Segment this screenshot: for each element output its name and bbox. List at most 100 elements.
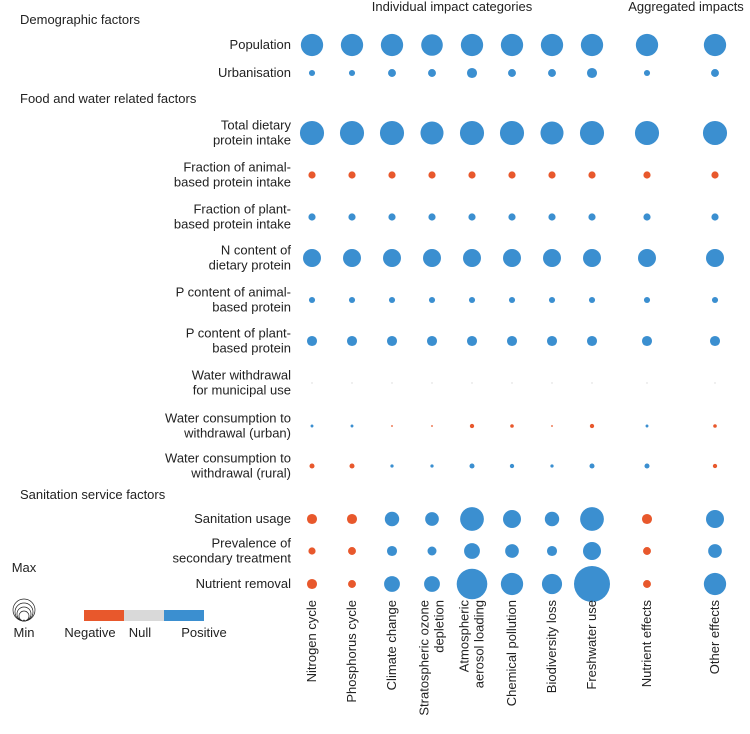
bubble-negative	[589, 423, 595, 429]
bubble-negative	[428, 171, 436, 179]
row-label: P content of animal-	[176, 285, 291, 300]
bubble-negative	[711, 171, 719, 179]
bubble-positive	[579, 120, 605, 146]
bubble-positive	[386, 545, 398, 557]
bubble-positive	[300, 33, 324, 57]
color-legend-swatch	[164, 610, 204, 621]
bubble-positive	[421, 34, 443, 56]
bubble-negative	[309, 463, 315, 469]
size-legend-max: Max	[12, 560, 37, 575]
bubble-negative	[712, 463, 718, 469]
bubble-positive	[423, 249, 441, 267]
column-label: Phosphorus cycle	[344, 600, 359, 703]
bubble-negative	[643, 547, 651, 555]
bubble-positive	[464, 543, 480, 559]
bubble-positive	[425, 512, 439, 526]
row-label: Sanitation usage	[194, 511, 291, 526]
bubble-positive	[508, 69, 516, 77]
bubble-positive	[428, 69, 436, 77]
row-label: dietary protein	[209, 258, 291, 273]
bubble-positive	[348, 213, 356, 221]
bubble-positive	[379, 120, 405, 146]
bubble-positive	[500, 572, 524, 596]
bubble-negative	[508, 171, 516, 179]
bubble-positive	[643, 69, 651, 77]
size-legend-circle	[12, 598, 36, 622]
bubble-negative	[308, 547, 316, 555]
bubble-positive	[299, 120, 325, 146]
bubble-positive	[340, 33, 364, 57]
bubble-positive	[548, 213, 556, 221]
bubble-positive	[643, 213, 651, 221]
bubble-positive	[308, 213, 316, 221]
bubble-null	[551, 382, 553, 384]
bubble-positive	[546, 545, 558, 557]
bubble-positive	[303, 249, 321, 267]
bubble-positive	[390, 464, 394, 468]
bubble-positive	[420, 121, 444, 145]
bubble-positive	[388, 296, 396, 304]
bubble-positive	[384, 511, 400, 527]
bubble-null	[511, 382, 513, 384]
bubble-positive	[508, 213, 516, 221]
bubble-positive	[380, 33, 404, 57]
bubble-positive	[583, 249, 601, 267]
column-label: aerosol loading	[472, 600, 487, 688]
bubble-positive	[346, 335, 358, 347]
bubble-null	[351, 382, 353, 384]
row-label: Fraction of animal-	[183, 160, 291, 175]
bubble-positive	[469, 463, 475, 469]
bubble-positive	[550, 464, 554, 468]
bubble-positive	[308, 69, 316, 77]
bubble-positive	[468, 213, 476, 221]
bubble-negative	[348, 171, 356, 179]
color-legend-label: Negative	[64, 625, 115, 640]
bubble-positive	[384, 576, 400, 592]
column-label: Biodiversity loss	[544, 600, 559, 694]
bubble-positive	[540, 121, 564, 145]
bubble-negative	[388, 171, 396, 179]
row-label: Water consumption to	[165, 411, 291, 426]
bubble-positive	[546, 335, 558, 347]
size-legend-circle	[23, 619, 25, 622]
bubble-positive	[508, 296, 516, 304]
bubble-null	[391, 382, 393, 384]
bubble-negative	[391, 425, 393, 427]
bubble-positive	[548, 296, 556, 304]
bubble-positive	[348, 69, 356, 77]
bubble-positive	[306, 335, 318, 347]
bubble-negative	[469, 423, 475, 429]
bubble-null	[646, 382, 648, 384]
bubble-positive	[544, 511, 560, 527]
bubble-negative	[306, 513, 318, 525]
bubble-negative	[551, 425, 553, 427]
bubble-negative	[306, 578, 318, 590]
bubble-positive	[426, 335, 438, 347]
bubble-negative	[468, 171, 476, 179]
bubble-positive	[509, 463, 515, 469]
section-header: Sanitation service factors	[20, 487, 166, 502]
bubble-positive	[634, 120, 660, 146]
bubble-negative	[643, 171, 651, 179]
column-label: Freshwater use	[584, 600, 599, 690]
bubble-positive	[506, 335, 518, 347]
bubble-positive	[310, 424, 314, 428]
bubble-positive	[702, 120, 728, 146]
row-label: Nutrient removal	[196, 576, 291, 591]
bubble-positive	[460, 33, 484, 57]
row-label: Prevalence of	[212, 536, 292, 551]
bubble-positive	[635, 33, 659, 57]
bubble-positive	[580, 33, 604, 57]
bubble-positive	[588, 296, 596, 304]
size-legend-circle	[18, 610, 30, 622]
group-header-aggregated: Aggregated impacts	[628, 0, 744, 14]
bubble-positive	[388, 69, 396, 77]
row-label: secondary treatment	[172, 551, 291, 566]
bubble-positive	[711, 213, 719, 221]
bubble-positive	[703, 572, 727, 596]
bubble-positive	[540, 33, 564, 57]
bubble-positive	[543, 249, 561, 267]
row-label: N content of	[221, 243, 291, 258]
